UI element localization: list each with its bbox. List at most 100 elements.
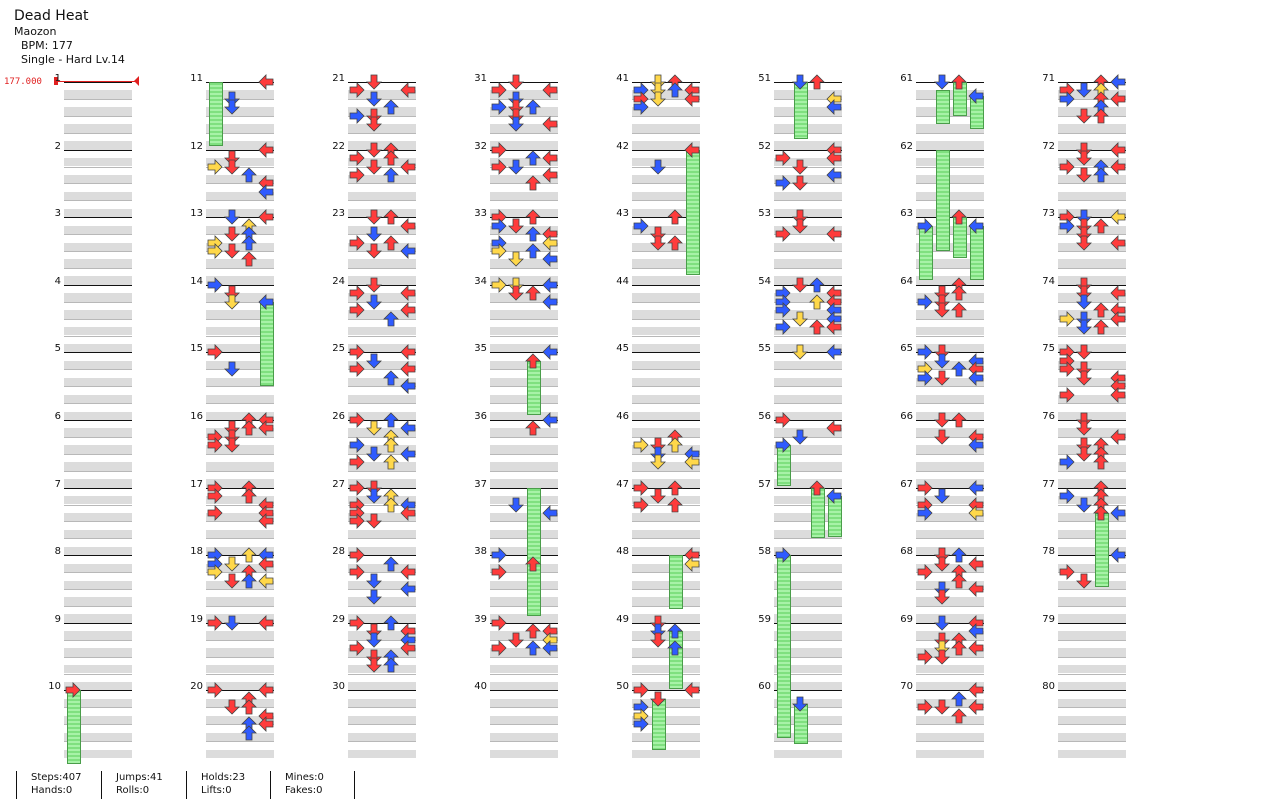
beat-band <box>64 479 132 488</box>
beat-line <box>774 318 842 320</box>
measure-line <box>64 690 132 692</box>
beat-line <box>774 656 842 658</box>
beat-band <box>348 411 416 420</box>
down-arrow-icon <box>366 480 382 496</box>
left-arrow-icon <box>207 158 223 175</box>
measure-number: 75 <box>1042 343 1055 355</box>
beat-line <box>916 183 984 185</box>
measure-number: 59 <box>758 613 771 625</box>
beat-line <box>774 470 842 472</box>
beat-band <box>1058 293 1126 302</box>
down-arrow-icon <box>934 344 950 360</box>
beat-line <box>348 724 416 726</box>
down-arrow-icon <box>1076 412 1092 428</box>
down-arrow-icon <box>508 277 524 293</box>
measure-line <box>206 352 274 354</box>
beat-line <box>916 639 984 641</box>
right-arrow-icon <box>400 445 416 462</box>
right-arrow-icon <box>542 150 558 167</box>
up-arrow-icon <box>525 623 541 639</box>
up-arrow-icon <box>951 708 967 724</box>
beat-line <box>348 673 416 675</box>
beat-band <box>916 597 984 606</box>
down-arrow-icon <box>224 437 240 453</box>
beat-line <box>1058 200 1126 202</box>
right-arrow-icon <box>968 87 984 104</box>
down-arrow-icon <box>224 99 240 115</box>
down-arrow-icon <box>224 556 240 572</box>
beat-line <box>1058 707 1126 709</box>
left-arrow-icon <box>1059 158 1075 175</box>
measure-number: 78 <box>1042 546 1055 558</box>
down-arrow-icon <box>934 412 950 428</box>
beat-band <box>206 665 274 674</box>
up-arrow-icon <box>383 234 399 251</box>
down-arrow-icon <box>934 294 950 310</box>
right-arrow-icon <box>968 623 984 640</box>
down-arrow-icon <box>1076 226 1092 242</box>
beat-band <box>348 512 416 522</box>
beat-line <box>64 538 132 540</box>
beat-line <box>632 318 700 320</box>
beat-band <box>490 276 558 285</box>
down-arrow-icon <box>792 209 808 225</box>
beat-line <box>206 166 274 168</box>
beat-band <box>774 496 842 505</box>
beat-band <box>774 732 842 742</box>
beat-line <box>632 538 700 540</box>
beat-band <box>1058 107 1126 116</box>
up-arrow-icon <box>383 437 399 453</box>
measure-line <box>916 622 984 624</box>
up-arrow-icon <box>383 150 399 166</box>
measure-line <box>348 555 416 557</box>
beat-line <box>1058 318 1126 320</box>
measure-line <box>1058 284 1126 286</box>
beat-band <box>490 174 558 184</box>
right-arrow-icon <box>258 74 274 90</box>
beat-line <box>348 251 416 252</box>
right-arrow-icon <box>542 293 558 310</box>
measure-line <box>64 622 132 624</box>
up-arrow-icon <box>525 420 541 436</box>
beat-band <box>64 293 132 302</box>
up-arrow-icon <box>1093 218 1109 234</box>
beat-line <box>206 724 274 726</box>
beat-line <box>774 605 842 607</box>
measure-number: 7 <box>54 478 61 490</box>
measure-line <box>916 217 984 219</box>
beat-line <box>206 115 274 117</box>
beat-band <box>490 496 558 505</box>
measure-line <box>348 622 416 624</box>
beat-line <box>490 605 558 607</box>
beat-line <box>774 335 842 337</box>
beat-line <box>774 183 842 185</box>
beat-band <box>348 563 416 573</box>
beat-line <box>632 741 700 743</box>
beat-band <box>64 174 132 184</box>
down-arrow-icon <box>650 235 666 251</box>
beat-band <box>916 428 984 437</box>
measure-number: 14 <box>190 275 203 287</box>
beat-line <box>916 453 984 455</box>
beat-band <box>632 445 700 454</box>
beat-band <box>1058 546 1126 556</box>
down-arrow-icon <box>508 74 524 90</box>
left-arrow-icon <box>349 564 365 581</box>
left-arrow-icon <box>917 344 933 361</box>
beat-line <box>64 470 132 472</box>
left-arrow-icon <box>917 217 933 234</box>
beat-line <box>490 335 558 337</box>
beat-line <box>348 521 416 523</box>
down-arrow-icon <box>1076 311 1092 327</box>
beat-band <box>206 496 274 505</box>
measure-line <box>774 352 842 354</box>
beat-line <box>916 589 984 590</box>
left-arrow-icon <box>633 496 649 513</box>
measure-line <box>348 352 416 354</box>
beat-line <box>774 115 842 117</box>
measure-number: 37 <box>474 478 487 490</box>
down-arrow-icon <box>1076 82 1092 99</box>
down-arrow-icon <box>508 497 524 513</box>
beat-band <box>1058 242 1126 251</box>
up-arrow-icon <box>383 412 399 428</box>
